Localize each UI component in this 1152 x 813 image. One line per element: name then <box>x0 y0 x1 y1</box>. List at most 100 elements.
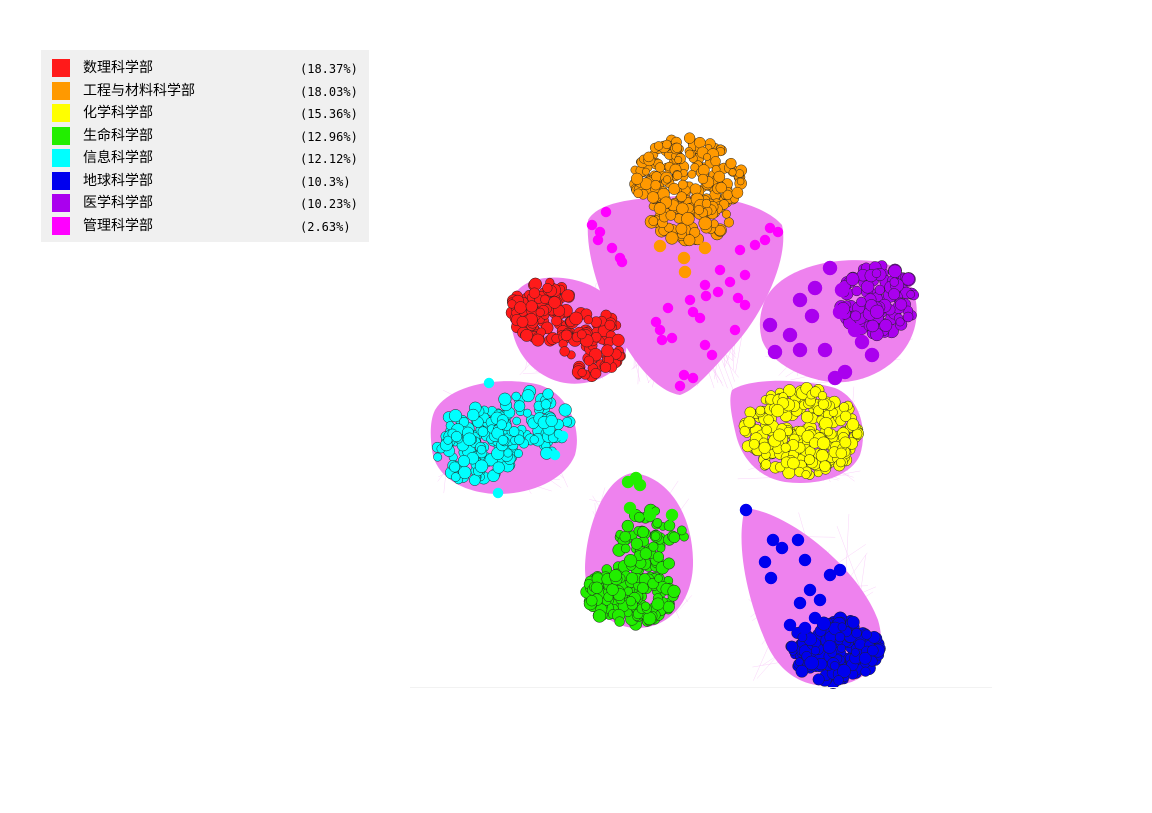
node-earth <box>783 618 797 632</box>
node-engineering <box>731 186 744 199</box>
node-management <box>616 256 628 268</box>
node-math <box>577 368 587 378</box>
node-management <box>694 312 706 324</box>
node-earth <box>798 553 812 567</box>
node-engineering <box>653 202 667 215</box>
legend: 数理科学部 (18.37%) 工程与材料科学部 (18.03%) 化学科学部 (… <box>41 50 369 242</box>
node-math <box>520 329 534 342</box>
legend-percent: (10.23%) <box>300 197 358 211</box>
node-information <box>458 416 470 428</box>
node-medicine <box>845 272 860 286</box>
node-information <box>462 432 477 446</box>
legend-swatch <box>52 104 70 122</box>
node-medicine <box>906 290 915 299</box>
node-engineering <box>665 210 677 221</box>
node-life <box>626 572 639 585</box>
node-information <box>557 430 569 442</box>
node-math <box>528 287 540 299</box>
node-engineering <box>674 155 683 164</box>
node-management <box>650 316 662 328</box>
node-engineering <box>665 231 679 245</box>
node-information <box>513 400 526 412</box>
node-information <box>514 434 525 445</box>
node-information <box>529 435 539 445</box>
node-information <box>483 377 495 389</box>
node-engineering <box>662 139 672 150</box>
node-medicine <box>889 277 899 287</box>
node-earth <box>791 533 805 547</box>
node-earth <box>867 644 879 657</box>
node-information <box>545 414 558 427</box>
node-information <box>522 408 532 418</box>
legend-label: 生命科学部 <box>83 127 153 144</box>
node-earth <box>836 643 846 653</box>
node-engineering <box>678 265 692 279</box>
node-math <box>611 333 625 347</box>
node-engineering <box>648 216 659 226</box>
node-chemistry <box>748 438 760 450</box>
node-math <box>535 307 545 317</box>
legend-label: 管理科学部 <box>83 217 153 234</box>
node-management <box>666 332 678 344</box>
node-chemistry <box>804 454 815 465</box>
node-life <box>592 609 607 623</box>
node-life <box>668 531 681 544</box>
node-management <box>732 292 744 304</box>
legend-percent: (10.3%) <box>300 174 351 189</box>
node-information <box>443 435 453 445</box>
node-chemistry <box>760 459 772 470</box>
node-earth <box>836 664 851 679</box>
node-engineering <box>668 182 681 195</box>
node-life <box>650 531 661 541</box>
node-life <box>590 581 604 594</box>
node-earth <box>766 533 780 547</box>
node-engineering <box>685 149 695 159</box>
node-medicine <box>870 304 885 319</box>
node-earth <box>812 673 825 686</box>
node-information <box>542 388 554 400</box>
node-information <box>540 399 552 410</box>
legend-swatch <box>52 171 70 190</box>
node-management <box>674 380 686 392</box>
node-information <box>498 392 512 406</box>
node-medicine <box>817 342 833 358</box>
node-management <box>678 369 690 381</box>
node-chemistry <box>846 418 860 431</box>
legend-swatch <box>52 126 70 145</box>
node-information <box>449 461 461 473</box>
legend-percent: (12.96%) <box>300 129 358 144</box>
node-engineering <box>675 222 688 235</box>
node-chemistry <box>787 456 800 470</box>
node-chemistry <box>739 425 750 437</box>
node-engineering <box>647 191 660 204</box>
node-life <box>648 541 659 552</box>
node-engineering <box>676 191 687 202</box>
node-earth <box>833 675 844 686</box>
node-engineering <box>703 153 711 161</box>
node-management <box>687 306 699 318</box>
node-earth <box>861 629 872 640</box>
node-life <box>643 508 657 522</box>
legend-percent: (18.37%) <box>300 62 358 76</box>
node-medicine <box>807 280 823 296</box>
node-engineering <box>698 241 712 255</box>
node-life <box>637 526 649 538</box>
node-earth <box>846 615 860 629</box>
node-life <box>654 574 663 583</box>
legend-percent: (18.03%) <box>300 84 358 99</box>
node-medicine <box>834 282 850 298</box>
node-medicine <box>850 310 862 322</box>
edge-line <box>843 470 861 475</box>
node-engineering <box>694 136 706 149</box>
node-information <box>474 459 489 473</box>
node-earth <box>860 666 871 677</box>
node-information <box>496 419 507 430</box>
node-chemistry <box>816 436 831 450</box>
node-math <box>601 344 614 357</box>
node-management <box>729 324 741 336</box>
node-earth <box>775 541 789 555</box>
node-life <box>634 511 645 523</box>
node-management <box>656 334 668 346</box>
node-engineering <box>698 216 712 231</box>
node-earth <box>851 648 860 657</box>
